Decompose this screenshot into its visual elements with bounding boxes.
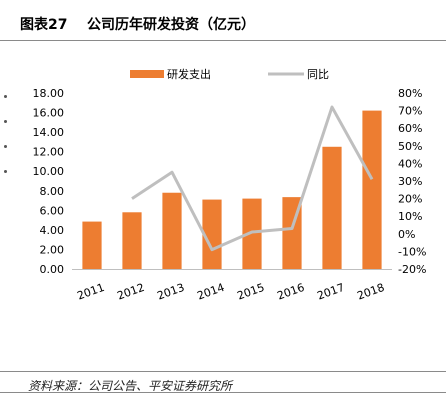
source-note: 资料来源：公司公告、平安证券研究所: [28, 379, 233, 393]
y-left-tick-label: 0.00: [40, 263, 65, 276]
bar-2013: [162, 192, 182, 269]
x-tick-label: 2011: [75, 281, 106, 303]
y-right-tick-label: 10%: [398, 210, 422, 223]
margin-dot: [4, 170, 7, 173]
y-left-tick-label: 8.00: [40, 185, 65, 198]
bar-2018: [362, 110, 382, 269]
legend-bar-swatch: [130, 70, 164, 78]
legend-bar-label: 研发支出: [167, 67, 211, 81]
x-tick-label: 2016: [275, 281, 306, 303]
y-right-tick-label: 40%: [398, 157, 422, 170]
bottom-rule: [0, 392, 446, 393]
y-right-tick-label: 60%: [398, 122, 422, 135]
y-left-tick-label: 6.00: [40, 204, 65, 217]
x-axis: 2011 2012 2013 2014 2015 2016 2017 2018: [72, 269, 392, 303]
y-right-tick-label: 0%: [398, 228, 415, 241]
bar-2011: [82, 221, 102, 269]
margin-dot: [4, 95, 7, 98]
y-left-tick-label: 12.00: [33, 146, 65, 159]
y-right-tick-label: 50%: [398, 140, 422, 153]
x-tick-label: 2013: [155, 281, 186, 303]
legend-line-label: 同比: [307, 68, 329, 81]
bar-2014: [202, 199, 222, 269]
y-left-tick-label: 4.00: [40, 224, 65, 237]
y-right-tick-label: 20%: [398, 193, 422, 206]
y-right-tick-label: 30%: [398, 175, 422, 188]
legend: 研发支出 同比: [130, 67, 329, 81]
bar-2012: [122, 212, 142, 269]
x-tick-label: 2012: [115, 281, 146, 303]
y-right-tick-label: 80%: [398, 87, 422, 100]
x-tick-label: 2018: [355, 281, 386, 303]
line-series: [131, 105, 374, 252]
x-tick-label: 2017: [315, 281, 346, 303]
y-right-tick-label: -10%: [398, 245, 426, 258]
y-right-tick-label: 70%: [398, 105, 422, 118]
bar-2015: [242, 198, 262, 269]
right-axis: -20% -10% 0% 10% 20% 30% 40% 50% 60% 70% 80%: [398, 87, 426, 276]
margin-dot: [4, 145, 7, 148]
footer-rule: [0, 371, 446, 372]
y-left-tick-label: 18.00: [33, 87, 65, 100]
x-tick-label: 2015: [235, 281, 266, 303]
y-left-tick-label: 14.00: [33, 126, 65, 139]
y-left-tick-label: 10.00: [33, 165, 65, 178]
bar-series: [82, 110, 382, 269]
y-right-tick-label: -20%: [398, 263, 426, 276]
x-tick-label: 2014: [195, 281, 226, 303]
chart-title: 图表27 公司历年研发投资（亿元）: [20, 17, 255, 33]
y-left-tick-label: 2.00: [40, 243, 65, 256]
top-rule: [0, 40, 446, 41]
left-axis: 0.00 2.00 4.00 6.00 8.00 10.00 12.00 14.00 16.00…: [33, 87, 65, 276]
bar-2017: [322, 146, 342, 269]
margin-dot: [4, 120, 7, 123]
y-left-tick-label: 16.00: [33, 107, 65, 120]
